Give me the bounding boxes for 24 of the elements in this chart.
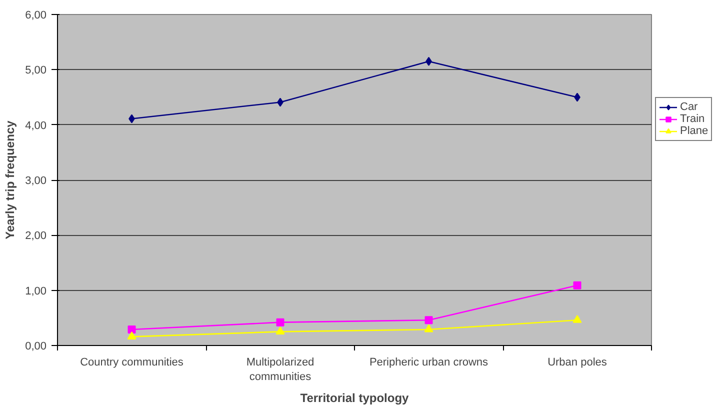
point <box>573 281 582 290</box>
x-tick-label: Country communities <box>80 356 184 368</box>
x-tick-label: Peripheric urban crowns <box>369 356 489 368</box>
y-tick-label: 2,00 <box>25 230 47 242</box>
x-tick-label: Urban poles <box>548 356 608 368</box>
x-tick-label: Multipolarized communities <box>246 356 314 383</box>
legend-label: Car <box>680 101 699 113</box>
y-tick-label: 6,00 <box>25 10 47 22</box>
y-tick-label: 0,00 <box>25 340 47 352</box>
point <box>276 326 285 335</box>
point <box>128 326 136 334</box>
point <box>572 315 582 323</box>
y-tick-label: 5,00 <box>25 64 47 77</box>
y-axis-title: Yearly trip frequency <box>3 120 18 240</box>
point <box>424 324 434 332</box>
y-tick-label: 1,00 <box>25 285 47 298</box>
y-tick-label: 4,00 <box>25 120 47 132</box>
point <box>127 332 136 340</box>
x-axis-title: Territorial typology <box>300 390 410 405</box>
legend-label: Train <box>680 113 705 125</box>
y-tick-label: 3,00 <box>25 175 47 187</box>
point <box>424 316 433 324</box>
legend-label: Plane <box>680 125 708 137</box>
point <box>276 318 284 326</box>
